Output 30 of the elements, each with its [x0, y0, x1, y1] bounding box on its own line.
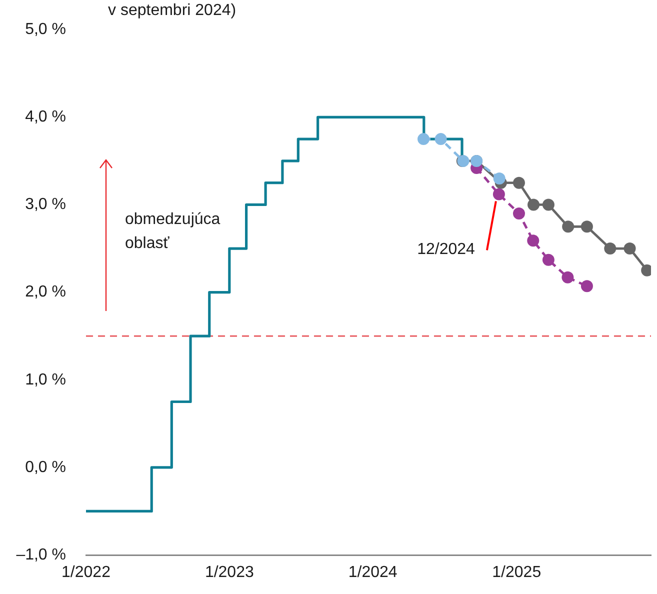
text: v septembri 2024) [108, 2, 236, 19]
annotation: obmedzujúca oblasť [125, 211, 220, 252]
y-tick-label: 1,0 % [25, 371, 66, 388]
y-tick-label: 3,0 % [25, 196, 66, 214]
y-tick-label: 2,0 % [25, 284, 66, 301]
y-tick-label: 0,0 % [25, 458, 66, 476]
x-tick-label: 1/2022 [62, 564, 111, 582]
point [418, 133, 430, 146]
point [624, 242, 636, 255]
point [580, 220, 593, 233]
point [492, 188, 505, 200]
x-tick-label: 1/2023 [204, 564, 254, 582]
point [562, 220, 574, 233]
point [542, 198, 554, 211]
point [542, 254, 554, 266]
point [562, 271, 574, 284]
point [512, 207, 525, 220]
point [580, 280, 593, 292]
point [512, 176, 525, 189]
y-tick-label: 5,0 % [25, 21, 66, 38]
point [527, 234, 540, 247]
point [604, 242, 616, 255]
point [528, 198, 540, 211]
x-tick-label: 1/2024 [348, 564, 398, 582]
point [493, 172, 506, 184]
x-tick-label: 1/2025 [492, 564, 542, 582]
y-tick-label: –1,0 % [16, 546, 66, 564]
annotation: 12/2024 [417, 241, 476, 258]
y-tick-label: 4,0 % [25, 108, 66, 126]
point [434, 133, 447, 146]
